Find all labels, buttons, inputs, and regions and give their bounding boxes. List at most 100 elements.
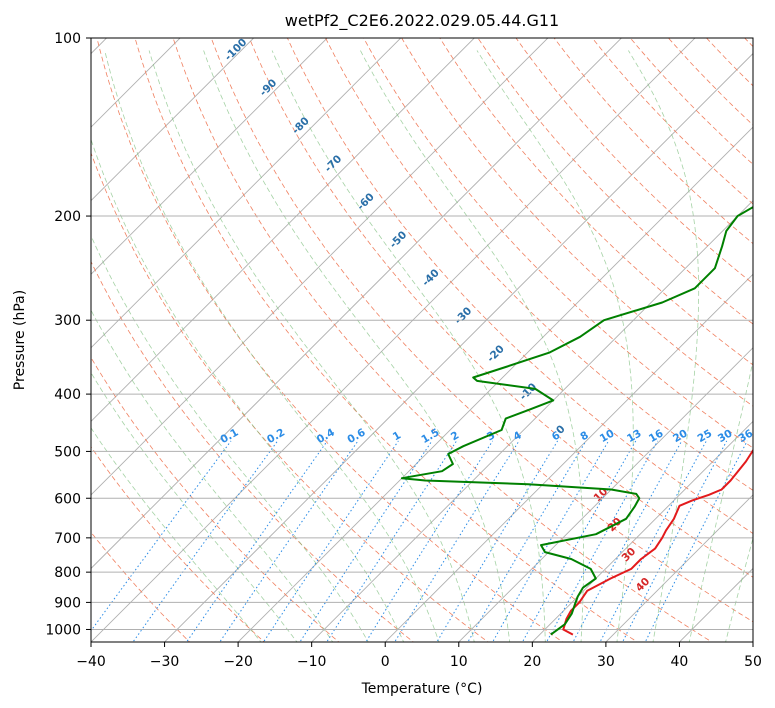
dry-adiabat-line xyxy=(325,38,753,491)
mixing-ratio-line xyxy=(599,440,707,642)
mixing-ratio-label: 1.5 xyxy=(419,426,441,446)
moist-adiabat-line xyxy=(725,536,753,642)
dry-adiabat-line xyxy=(91,446,265,642)
dry-adiabat-line xyxy=(172,38,713,642)
x-tick-label: 0 xyxy=(381,654,390,670)
y-tick-label: 700 xyxy=(54,531,81,547)
y-tick-label: 400 xyxy=(54,387,81,403)
isotherm-line xyxy=(384,273,753,642)
x-axis-label: Temperature (°C) xyxy=(361,681,483,697)
dry-adiabat-line xyxy=(439,38,753,366)
dry-adiabat-line xyxy=(553,38,753,245)
moist-adiabat-line xyxy=(91,234,369,642)
mixing-ratio-line xyxy=(365,440,494,642)
moist-adiabat-label: 40 xyxy=(633,575,652,594)
dry-adiabat-label: -80 xyxy=(290,115,312,137)
background-labels: 0.1 0.2 0.4 0.6 1 1.5 2 3 4 6 8 10 13 16 20 25 30 36-100-… xyxy=(218,38,755,594)
dry-adiabat-label: -50 xyxy=(387,229,409,251)
mixing-ratio-line xyxy=(436,440,559,642)
dry-adiabat-label: -30 xyxy=(452,305,474,327)
isotherm-line xyxy=(91,38,549,496)
dry-adiabat-label: -20 xyxy=(485,343,507,365)
mixing-ratio-label: 0.2 xyxy=(265,426,287,446)
x-tick-label: 40 xyxy=(671,654,689,670)
x-tick-label: 10 xyxy=(450,654,468,670)
mixing-ratio-label: 0.6 xyxy=(345,426,367,446)
plot-frame xyxy=(90,37,754,643)
mixing-ratio-label: 0.1 xyxy=(218,426,240,446)
x-tick-label: 30 xyxy=(597,654,615,670)
mixing-ratio-line xyxy=(622,440,728,642)
dry-adiabat-line xyxy=(91,356,340,642)
isotherm-line xyxy=(605,494,753,642)
y-tick-label: 1000 xyxy=(45,622,81,638)
mixing-ratio-line xyxy=(546,440,659,642)
y-tick-label: 800 xyxy=(54,565,81,581)
x-tick-label: −20 xyxy=(223,654,253,670)
isotherm-line xyxy=(163,52,753,642)
profile-traces xyxy=(400,205,753,636)
dry-adiabat-label: -10 xyxy=(517,381,539,403)
dry-adiabat-line xyxy=(591,38,753,205)
mixing-ratio-line xyxy=(91,440,232,632)
dry-adiabat-line xyxy=(401,38,753,407)
isotherm-line xyxy=(91,38,181,128)
mixing-ratio-label: 36 xyxy=(736,427,755,445)
chart-title: wetPf2_C2E6.2022.029.05.44.G11 xyxy=(285,11,559,31)
y-tick-label: 100 xyxy=(54,31,81,47)
isotherm-line xyxy=(531,420,753,642)
x-tick-label: 20 xyxy=(523,654,541,670)
moist-adiabat-line xyxy=(91,371,298,642)
x-tick-label: −30 xyxy=(150,654,180,670)
mixing-ratio-line xyxy=(394,440,520,642)
isotherm-line xyxy=(91,38,696,642)
mixing-ratio-line xyxy=(185,440,328,642)
background-lines xyxy=(91,25,775,645)
dry-adiabat-line xyxy=(363,38,753,449)
profile-series-line xyxy=(400,205,753,636)
moist-adiabat-line xyxy=(91,427,262,642)
mixing-ratio-label: 20 xyxy=(671,427,690,445)
dry-adiabat-line xyxy=(705,38,753,87)
dry-adiabat-line xyxy=(248,38,753,578)
mixing-ratio-label: 8 xyxy=(578,429,590,443)
moist-adiabat-line xyxy=(91,309,334,642)
dry-adiabat-line xyxy=(91,151,489,642)
mixing-ratio-line xyxy=(467,440,587,642)
profile-series-line xyxy=(562,448,753,636)
mixing-ratio-label: 2 xyxy=(449,429,461,443)
isotherm-line xyxy=(91,38,328,275)
x-axis-ticks: −40 −30 −20 −10 0 10 20 30 40 50 xyxy=(76,642,762,670)
isotherm-line xyxy=(311,200,753,642)
dry-adiabat-line xyxy=(770,25,775,645)
isotherm-line xyxy=(752,641,753,642)
y-axis-ticks: 100 200 300 400 500 600 700 800 900 1000 xyxy=(45,31,91,638)
mixing-ratio-line xyxy=(572,440,683,642)
moist-adiabat-line xyxy=(688,359,753,642)
mixing-ratio-label: 16 xyxy=(647,427,666,445)
mixing-ratio-label: 0.4 xyxy=(315,426,337,446)
dry-adiabat-line xyxy=(477,38,753,325)
y-tick-label: 200 xyxy=(54,209,81,225)
moist-adiabat-line xyxy=(91,138,405,642)
isotherm-line xyxy=(678,567,753,642)
dry-adiabat-line xyxy=(91,260,415,642)
dry-adiabat-line xyxy=(91,531,191,642)
isotherm-line xyxy=(91,38,255,202)
mixing-ratio-label: 13 xyxy=(625,427,644,445)
dry-adiabat-line xyxy=(744,38,753,48)
mixing-ratio-label: 1 xyxy=(391,429,403,443)
moist-adiabat-line xyxy=(628,50,700,642)
moist-adiabat-line xyxy=(203,50,511,642)
mixing-ratio-line xyxy=(262,440,399,642)
isotherm-line xyxy=(91,38,475,422)
mixing-ratio-line xyxy=(326,440,458,642)
dry-adiabat-label: -40 xyxy=(420,267,442,289)
mixing-ratio-line xyxy=(132,440,279,642)
isotherm-line xyxy=(237,126,753,642)
moist-adiabat-line xyxy=(104,50,440,642)
x-tick-label: −40 xyxy=(76,654,106,670)
mixing-ratio-label: 25 xyxy=(696,427,715,445)
y-axis-label: Pressure (hPa) xyxy=(12,290,28,390)
